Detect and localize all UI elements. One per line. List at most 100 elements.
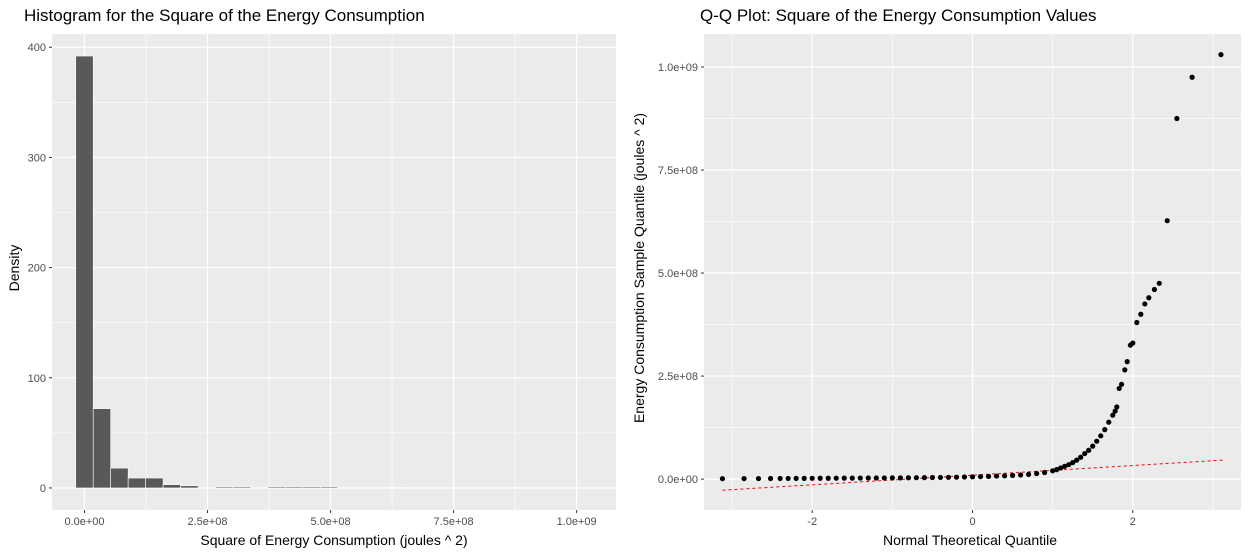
qq-point [1062, 463, 1068, 469]
histogram-y-ticks: 0 100 200 300 400 [28, 42, 52, 495]
qq-point [953, 474, 960, 480]
qq-point [937, 474, 944, 481]
qq-point [849, 475, 855, 481]
qq-point [1074, 457, 1080, 463]
y-tick-label: 300 [28, 152, 46, 164]
qq-point [1082, 450, 1088, 457]
qq-point [1134, 319, 1140, 326]
qq-point [929, 474, 936, 481]
qq-point [1156, 280, 1162, 286]
qq-point [969, 474, 976, 480]
qq-plot-y-ticks: 0.0e+00 2.5e+08 5.0e+08 7.5e+08 1.0e+09 [658, 62, 704, 486]
histogram-bar [75, 55, 94, 489]
qq-point [1086, 447, 1092, 453]
qq-point [785, 475, 791, 482]
x-tick-label: 5.0e+08 [311, 516, 351, 528]
qq-point [1017, 472, 1024, 478]
x-tick-label: 1.0e+09 [557, 516, 597, 528]
y-tick-label: 100 [28, 373, 46, 385]
qq-point [889, 475, 895, 481]
histogram-y-axis-label: Density [6, 245, 22, 292]
qq-plot-x-ticks: -2 0 2 [807, 510, 1136, 528]
histogram-bars [75, 55, 601, 489]
qq-point [793, 475, 799, 481]
y-tick-label: 0.0e+00 [658, 474, 698, 486]
histogram-title: Histogram for the Square of the Energy C… [24, 6, 425, 25]
qq-point [1009, 472, 1016, 478]
qq-point [1110, 412, 1116, 418]
qq-point [1042, 469, 1048, 476]
histogram-bar [564, 487, 583, 489]
x-tick-label: 0 [969, 516, 975, 528]
qq-point [833, 475, 839, 481]
qq-point [1094, 438, 1100, 444]
qq-point [1026, 471, 1032, 477]
qq-point [1066, 462, 1072, 468]
qq-point [825, 475, 831, 481]
histogram-bar [162, 484, 181, 489]
x-tick-label: 7.5e+08 [434, 516, 474, 528]
qq-point [945, 474, 952, 480]
qq-point [1130, 340, 1136, 346]
histogram-bar [302, 486, 321, 489]
qq-point [1124, 359, 1130, 365]
histogram-bar [267, 486, 286, 489]
qq-point [1098, 433, 1104, 439]
histogram-bar [320, 486, 339, 489]
histogram-bar [232, 486, 251, 489]
x-tick-label: 0.0e+00 [64, 516, 104, 528]
qq-point [1112, 408, 1118, 414]
histogram-chart: 0.0e+00 2.5e+08 5.0e+08 7.5e+08 1.0e+09 0 100… [6, 34, 616, 548]
x-tick-label: 2.5e+08 [187, 516, 227, 528]
histogram-bar [215, 486, 234, 489]
qq-point [1174, 115, 1180, 122]
qq-plot-title: Q-Q Plot: Square of the Energy Consumpti… [700, 6, 1097, 25]
histogram-bar [92, 408, 111, 489]
histogram-bar [285, 486, 304, 489]
qq-point [1164, 218, 1170, 224]
histogram-bar [110, 467, 129, 489]
qq-point [801, 475, 807, 481]
qq-point [1142, 301, 1148, 307]
histogram-plot-background [52, 34, 616, 510]
qq-point [921, 475, 928, 481]
qq-plot-points [719, 52, 1224, 482]
qq-point [857, 475, 863, 481]
qq-point [719, 476, 726, 482]
qq-point [1102, 427, 1108, 433]
qq-point [897, 475, 903, 481]
histogram-bar [127, 477, 146, 489]
qq-point [1078, 454, 1084, 460]
qq-point [1116, 385, 1122, 392]
qq-point [1058, 465, 1064, 471]
histogram-x-axis-label: Square of Energy Consumption (joules ^ 2… [200, 532, 467, 548]
qq-point [1151, 286, 1158, 293]
qq-point [985, 473, 992, 479]
histogram-bar [389, 487, 408, 489]
qq-point [1070, 460, 1076, 466]
qq-point [1054, 467, 1060, 473]
histogram-bar [512, 487, 531, 489]
y-tick-label: 0 [40, 483, 46, 495]
qq-plot-panel: Q-Q Plot: Square of the Energy Consumpti… [624, 0, 1249, 556]
x-tick-label: -2 [807, 516, 817, 528]
histogram-bar [145, 477, 164, 489]
qq-plot-gridlines [704, 34, 1241, 510]
qq-point [873, 475, 879, 481]
qq-point [1118, 381, 1125, 387]
y-tick-label: 200 [28, 263, 46, 275]
qq-point [767, 475, 774, 482]
y-tick-label: 7.5e+08 [658, 165, 698, 177]
qq-point [1050, 468, 1056, 474]
qq-point [1106, 419, 1112, 425]
qq-plot-y-axis-label: Energy Consumption Sample Quantile (joul… [631, 113, 647, 423]
x-tick-label: 2 [1130, 516, 1136, 528]
qq-point [809, 475, 815, 481]
qq-point [1218, 52, 1224, 58]
histogram-x-ticks: 0.0e+00 2.5e+08 5.0e+08 7.5e+08 1.0e+09 [64, 510, 597, 528]
qq-point [993, 473, 1000, 479]
histogram-bar [582, 487, 601, 489]
qq-plot-chart: -2 0 2 0.0e+00 2.5e+08 5.0e+08 7.5e+08 1.0e+09… [631, 34, 1241, 548]
qq-point [1034, 470, 1040, 477]
qq-point [961, 474, 968, 480]
